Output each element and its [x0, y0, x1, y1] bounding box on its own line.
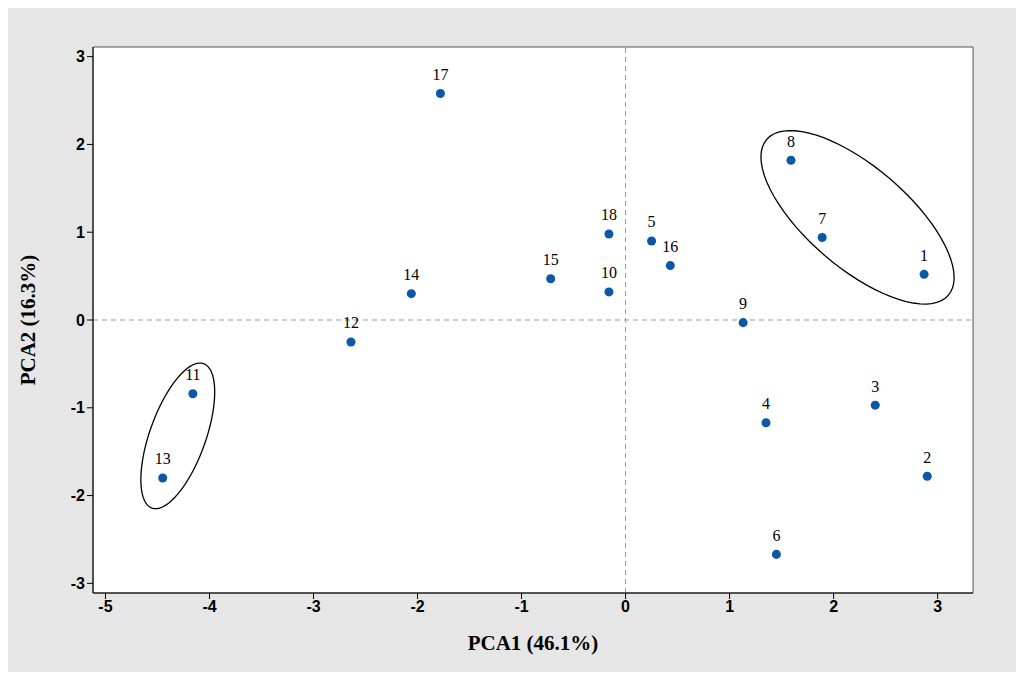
svg-text:1: 1 — [76, 224, 85, 241]
svg-text:-1: -1 — [71, 399, 85, 416]
svg-text:PCA2 (16.3%): PCA2 (16.3%) — [16, 255, 40, 386]
svg-text:4: 4 — [762, 395, 770, 412]
svg-text:10: 10 — [601, 264, 617, 281]
svg-text:0: 0 — [76, 312, 85, 329]
svg-text:6: 6 — [772, 527, 780, 544]
svg-text:18: 18 — [601, 206, 617, 223]
svg-text:7: 7 — [818, 210, 826, 227]
svg-text:8: 8 — [787, 133, 795, 150]
svg-text:12: 12 — [343, 314, 359, 331]
svg-text:11: 11 — [185, 366, 200, 383]
svg-text:-1: -1 — [514, 598, 528, 615]
svg-text:3: 3 — [76, 48, 85, 65]
svg-text:17: 17 — [432, 66, 448, 83]
svg-text:2: 2 — [76, 136, 85, 153]
svg-text:-2: -2 — [71, 487, 85, 504]
svg-text:15: 15 — [543, 251, 559, 268]
svg-text:5: 5 — [648, 213, 656, 230]
svg-text:3: 3 — [933, 598, 942, 615]
svg-text:-3: -3 — [71, 575, 85, 592]
svg-text:-3: -3 — [306, 598, 320, 615]
svg-text:PCA1 (46.1%): PCA1 (46.1%) — [468, 631, 599, 655]
svg-text:16: 16 — [662, 238, 678, 255]
svg-text:-2: -2 — [410, 598, 424, 615]
svg-text:13: 13 — [155, 450, 171, 467]
svg-text:2: 2 — [829, 598, 838, 615]
svg-text:14: 14 — [403, 266, 419, 283]
svg-text:0: 0 — [621, 598, 630, 615]
svg-text:2: 2 — [923, 449, 931, 466]
svg-text:9: 9 — [739, 295, 747, 312]
svg-text:-4: -4 — [202, 598, 216, 615]
svg-text:1: 1 — [920, 247, 928, 264]
svg-text:3: 3 — [871, 378, 879, 395]
svg-text:-5: -5 — [98, 598, 112, 615]
svg-text:1: 1 — [725, 598, 734, 615]
